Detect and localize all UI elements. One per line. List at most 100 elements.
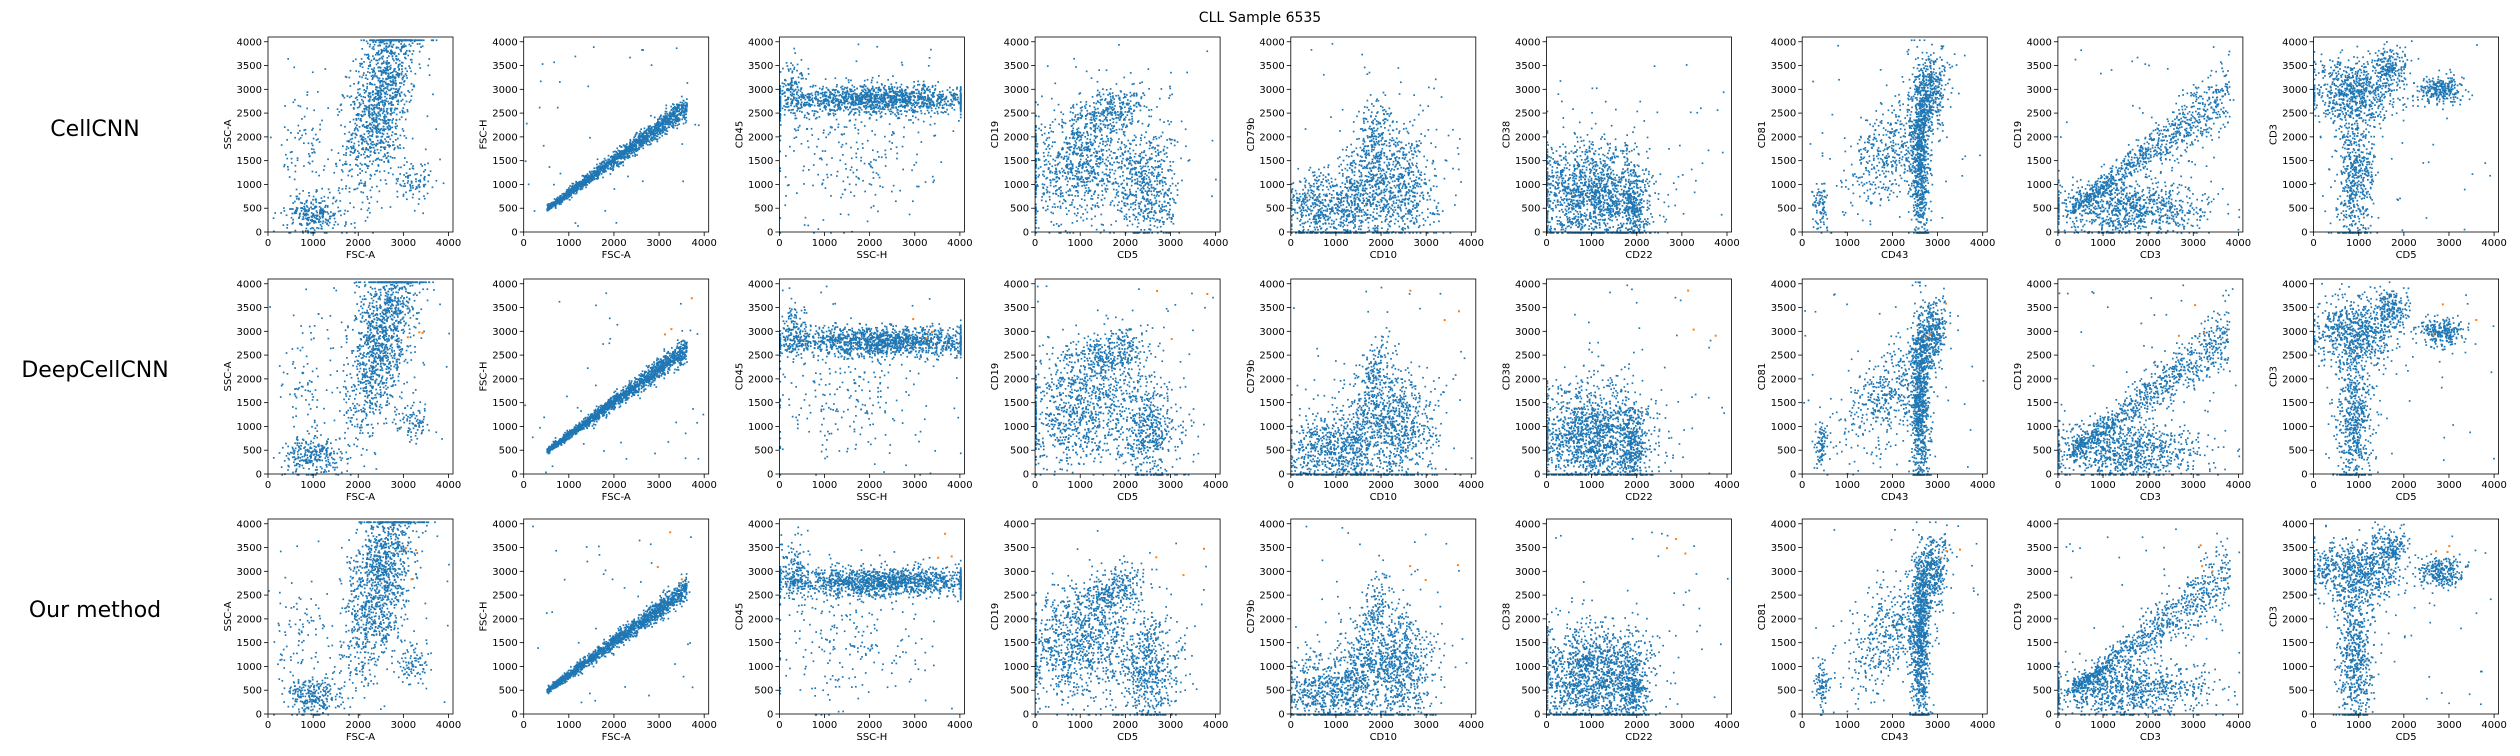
data-point (374, 121, 376, 123)
data-point (396, 178, 398, 180)
data-point (283, 166, 285, 168)
data-point (336, 165, 338, 167)
data-point (369, 117, 371, 119)
data-point (304, 209, 306, 211)
data-point (345, 161, 347, 163)
data-point (404, 44, 406, 46)
data-point (318, 228, 320, 230)
data-point (822, 94, 824, 96)
data-point (607, 159, 609, 161)
data-point (380, 71, 382, 73)
data-point (391, 46, 393, 48)
data-point (363, 72, 365, 74)
data-point (901, 84, 903, 86)
data-point (319, 217, 321, 219)
data-point (390, 52, 392, 54)
data-point (353, 119, 355, 121)
data-point (303, 218, 305, 220)
data-point (932, 92, 934, 94)
data-point (387, 73, 389, 75)
data-point (359, 168, 361, 170)
data-point (782, 82, 784, 84)
data-point (400, 185, 402, 187)
data-point (383, 69, 385, 71)
data-point (326, 223, 328, 225)
data-point (324, 200, 326, 202)
data-point (562, 199, 564, 201)
data-point (378, 50, 380, 52)
data-point (362, 125, 364, 127)
data-point (376, 115, 378, 117)
data-point (608, 168, 610, 170)
data-point (306, 108, 308, 110)
data-point (373, 147, 375, 149)
data-point (625, 145, 627, 147)
data-point (678, 110, 680, 112)
data-point (346, 149, 348, 151)
data-point (660, 123, 662, 125)
y-tick-label: 500 (499, 204, 518, 215)
data-point (387, 144, 389, 146)
data-point (322, 200, 324, 202)
data-point (373, 128, 375, 130)
data-point (686, 111, 688, 113)
data-point (555, 202, 557, 204)
data-point (654, 123, 656, 125)
data-point (274, 212, 276, 214)
data-point (878, 110, 880, 112)
data-point (369, 135, 371, 137)
data-point (928, 90, 930, 92)
data-point (395, 55, 397, 57)
data-point (319, 216, 321, 218)
data-point (586, 184, 588, 186)
data-point (374, 150, 376, 152)
panel-r0-c2: 0 1000 2000 3000 400005001000150020002500300… (734, 37, 972, 261)
data-point (596, 164, 598, 166)
data-point (372, 70, 374, 72)
data-point (675, 117, 677, 119)
data-point (385, 179, 387, 181)
data-point (379, 191, 381, 193)
data-point (621, 161, 623, 163)
data-point (352, 60, 354, 62)
data-point (645, 143, 647, 145)
data-point (307, 91, 309, 93)
data-point (398, 73, 400, 75)
data-point (294, 179, 296, 181)
data-point (357, 130, 359, 132)
data-point (369, 161, 371, 163)
y-tick-label: 4000 (492, 37, 517, 48)
data-point (392, 92, 394, 94)
data-point (578, 184, 580, 186)
data-point (378, 165, 380, 167)
data-point (376, 39, 378, 41)
data-point (587, 86, 589, 88)
data-point (407, 111, 409, 113)
data-point (395, 128, 397, 130)
data-point (390, 89, 392, 91)
data-point (394, 68, 396, 70)
data-point (370, 96, 372, 98)
data-point (640, 128, 642, 130)
data-point (308, 192, 310, 194)
data-point (297, 159, 299, 161)
data-point (657, 138, 659, 140)
data-point (650, 115, 652, 117)
data-point (896, 115, 898, 117)
data-point (655, 138, 657, 140)
data-point (304, 116, 306, 118)
data-point (379, 85, 381, 87)
data-point (918, 91, 920, 93)
data-point (411, 83, 413, 85)
data-point (386, 98, 388, 100)
data-point (678, 123, 680, 125)
data-point (348, 131, 350, 133)
data-point (313, 196, 315, 198)
data-point (373, 67, 375, 69)
data-point (349, 77, 351, 79)
x-axis-label: FSC-A (346, 250, 375, 261)
data-point (355, 164, 357, 166)
data-point (633, 146, 635, 148)
data-point (566, 189, 568, 191)
data-point (318, 219, 320, 221)
